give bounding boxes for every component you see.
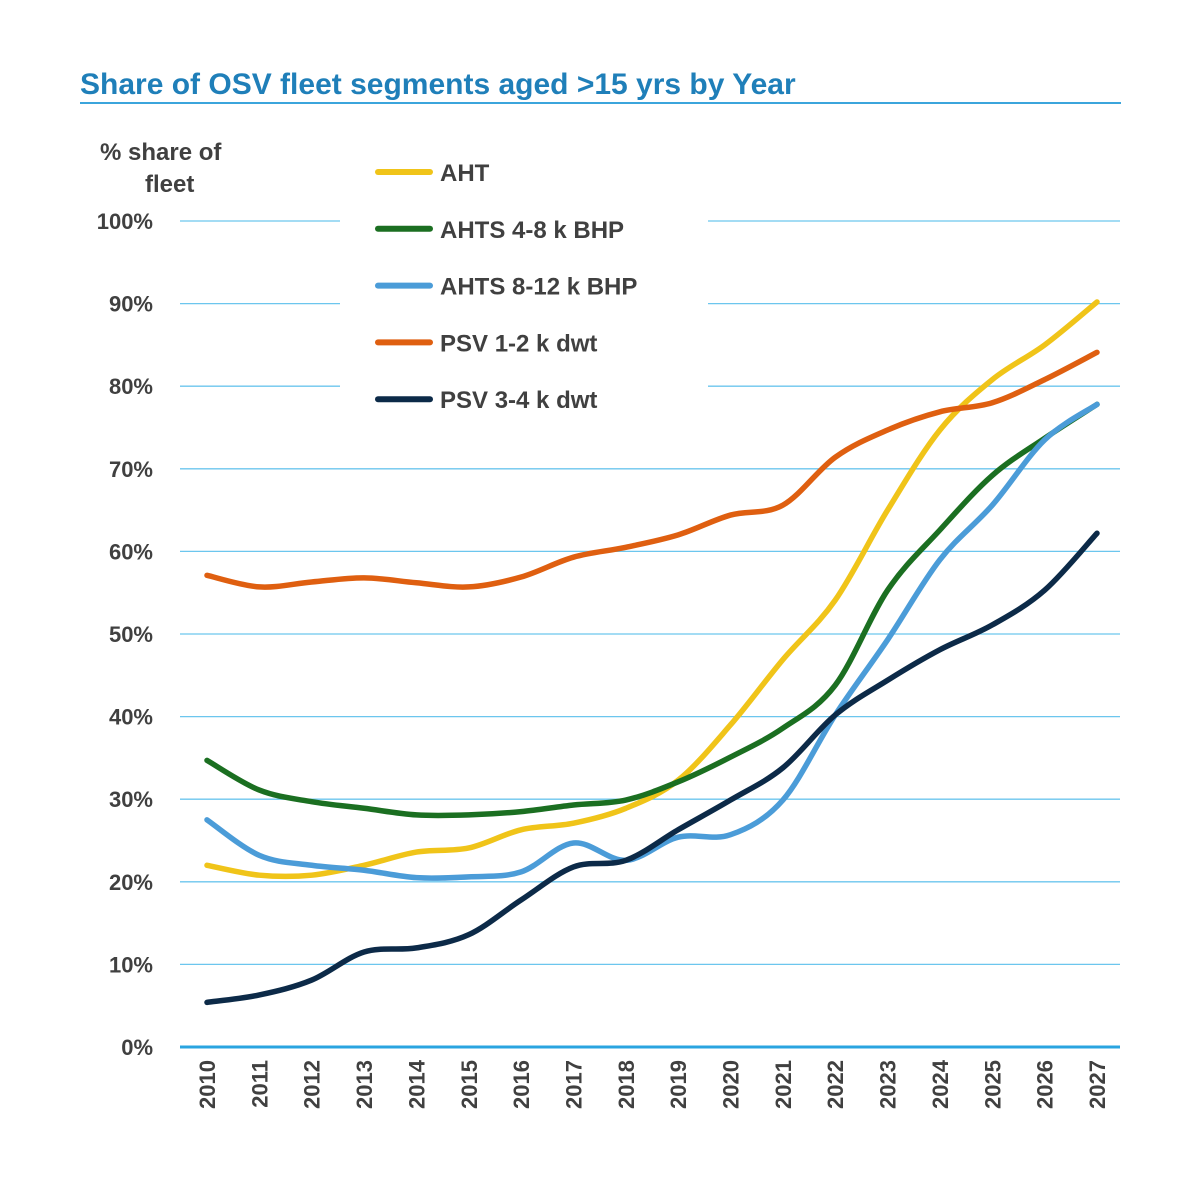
legend-label: AHTS 4-8 k BHP bbox=[440, 217, 624, 244]
x-tick-label: 2011 bbox=[247, 1060, 272, 1108]
legend-label: AHT bbox=[440, 160, 490, 187]
legend-label: PSV 1-2 k dwt bbox=[440, 330, 597, 357]
y-tick-label: 100% bbox=[97, 209, 153, 234]
x-tick-label: 2020 bbox=[719, 1060, 744, 1109]
x-tick-label: 2027 bbox=[1085, 1060, 1110, 1109]
y-tick-label: 50% bbox=[109, 622, 153, 647]
x-tick-label: 2021 bbox=[771, 1060, 796, 1109]
series-line-psv-1-2-k-dwt bbox=[204, 349, 1100, 590]
x-tick-label: 2024 bbox=[928, 1059, 953, 1109]
x-tick-label: 2019 bbox=[666, 1060, 691, 1109]
y-tick-label: 0% bbox=[121, 1035, 153, 1060]
legend-item: AHTS 8-12 k BHP bbox=[375, 274, 637, 301]
x-tick-label: 2012 bbox=[300, 1060, 325, 1109]
y-tick-label: 70% bbox=[109, 457, 153, 482]
x-tick-label: 2016 bbox=[509, 1060, 534, 1109]
x-tick-label: 2018 bbox=[614, 1060, 639, 1109]
x-tick-label: 2022 bbox=[823, 1060, 848, 1109]
legend-label: AHTS 8-12 k BHP bbox=[440, 274, 637, 301]
legend-item: PSV 3-4 k dwt bbox=[375, 387, 597, 414]
x-tick-label: 2026 bbox=[1033, 1060, 1058, 1109]
legend-label: PSV 3-4 k dwt bbox=[440, 387, 597, 414]
series-line-psv-3-4-k-dwt bbox=[204, 530, 1100, 1006]
series-line-ahts-4-8-k-bhp bbox=[204, 401, 1100, 819]
y-tick-label: 20% bbox=[109, 870, 153, 895]
x-tick-label: 2015 bbox=[457, 1060, 482, 1109]
x-tick-label: 2010 bbox=[195, 1060, 220, 1109]
legend-item: AHTS 4-8 k BHP bbox=[375, 217, 624, 244]
x-tick-label: 2014 bbox=[404, 1059, 429, 1109]
x-tick-label: 2017 bbox=[561, 1060, 586, 1109]
y-tick-label: 40% bbox=[109, 705, 153, 730]
legend-item: AHT bbox=[375, 160, 490, 187]
x-tick-label: 2023 bbox=[876, 1060, 901, 1109]
y-tick-label: 30% bbox=[109, 787, 153, 812]
y-tick-label: 90% bbox=[109, 292, 153, 317]
y-tick-label: 10% bbox=[109, 952, 153, 977]
chart-title: Share of OSV fleet segments aged >15 yrs… bbox=[80, 68, 796, 101]
y-tick-label: 60% bbox=[109, 539, 153, 564]
x-tick-label: 2013 bbox=[352, 1060, 377, 1109]
x-tick-label: 2025 bbox=[980, 1060, 1005, 1109]
y-tick-label: 80% bbox=[109, 374, 153, 399]
legend-item: PSV 1-2 k dwt bbox=[375, 330, 597, 357]
y-axis-label: % share of fleet bbox=[100, 139, 222, 198]
